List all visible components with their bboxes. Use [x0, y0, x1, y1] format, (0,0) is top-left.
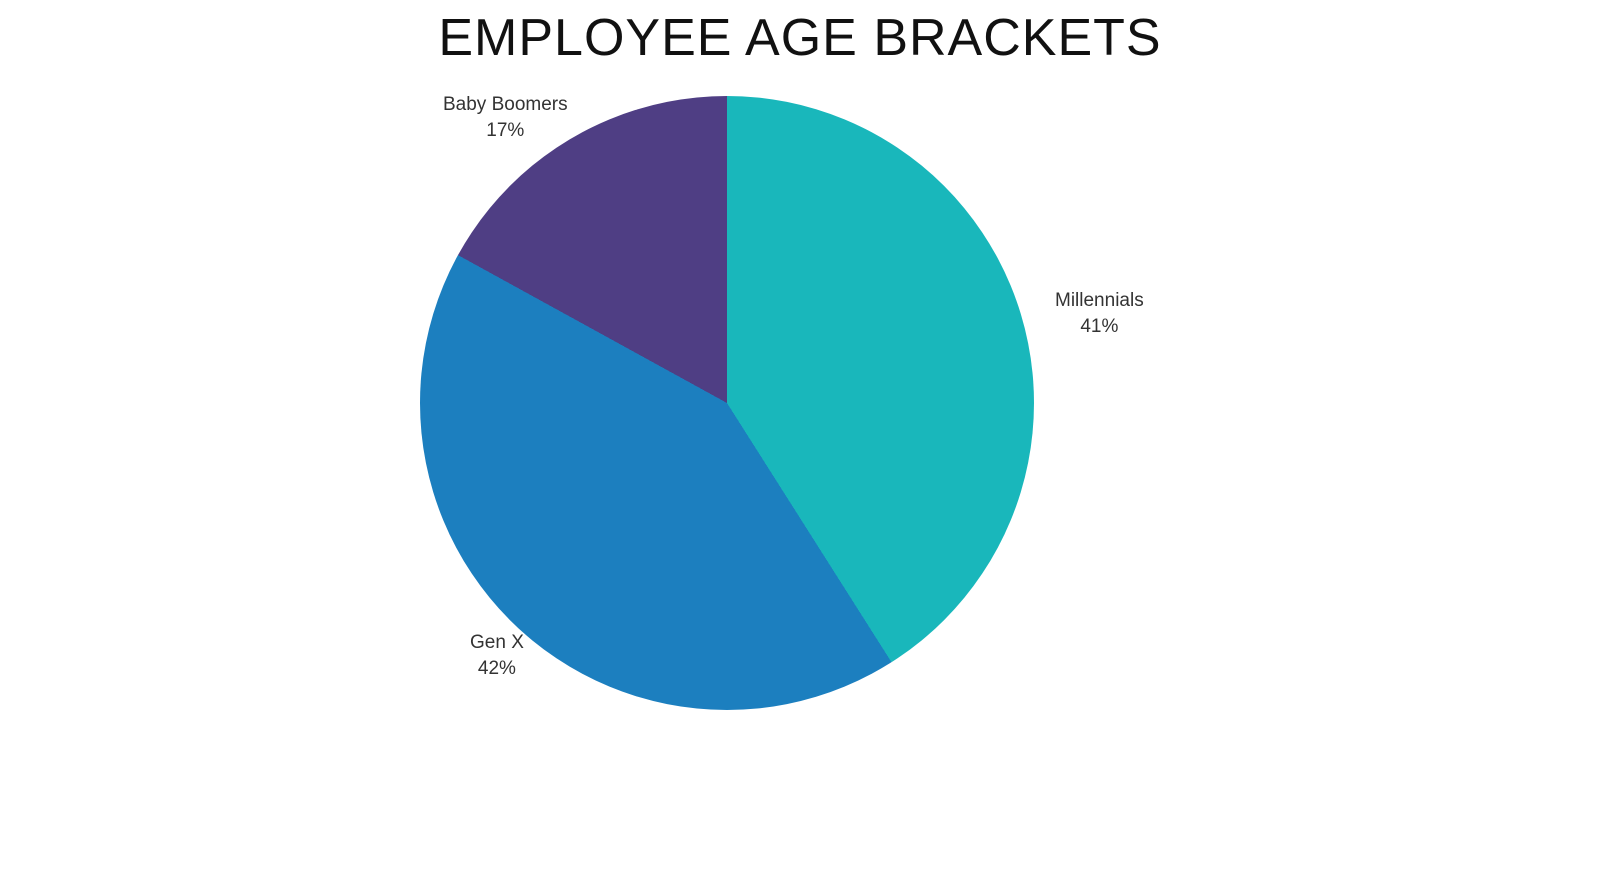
slice-pct-genx: 42%: [470, 656, 524, 682]
chart-container: EMPLOYEE AGE BRACKETS Millennials 41% Ge…: [0, 0, 1600, 889]
slice-pct-millennials: 41%: [1055, 314, 1144, 340]
slice-pct-boomers: 17%: [443, 118, 568, 144]
pie-chart: [420, 96, 1034, 710]
slice-label-millennials: Millennials 41%: [1055, 288, 1144, 339]
slice-label-genx: Gen X 42%: [470, 630, 524, 681]
slice-name-genx: Gen X: [470, 630, 524, 656]
slice-label-boomers: Baby Boomers 17%: [443, 92, 568, 143]
slice-name-boomers: Baby Boomers: [443, 92, 568, 118]
slice-name-millennials: Millennials: [1055, 288, 1144, 314]
chart-title: EMPLOYEE AGE BRACKETS: [0, 8, 1600, 68]
